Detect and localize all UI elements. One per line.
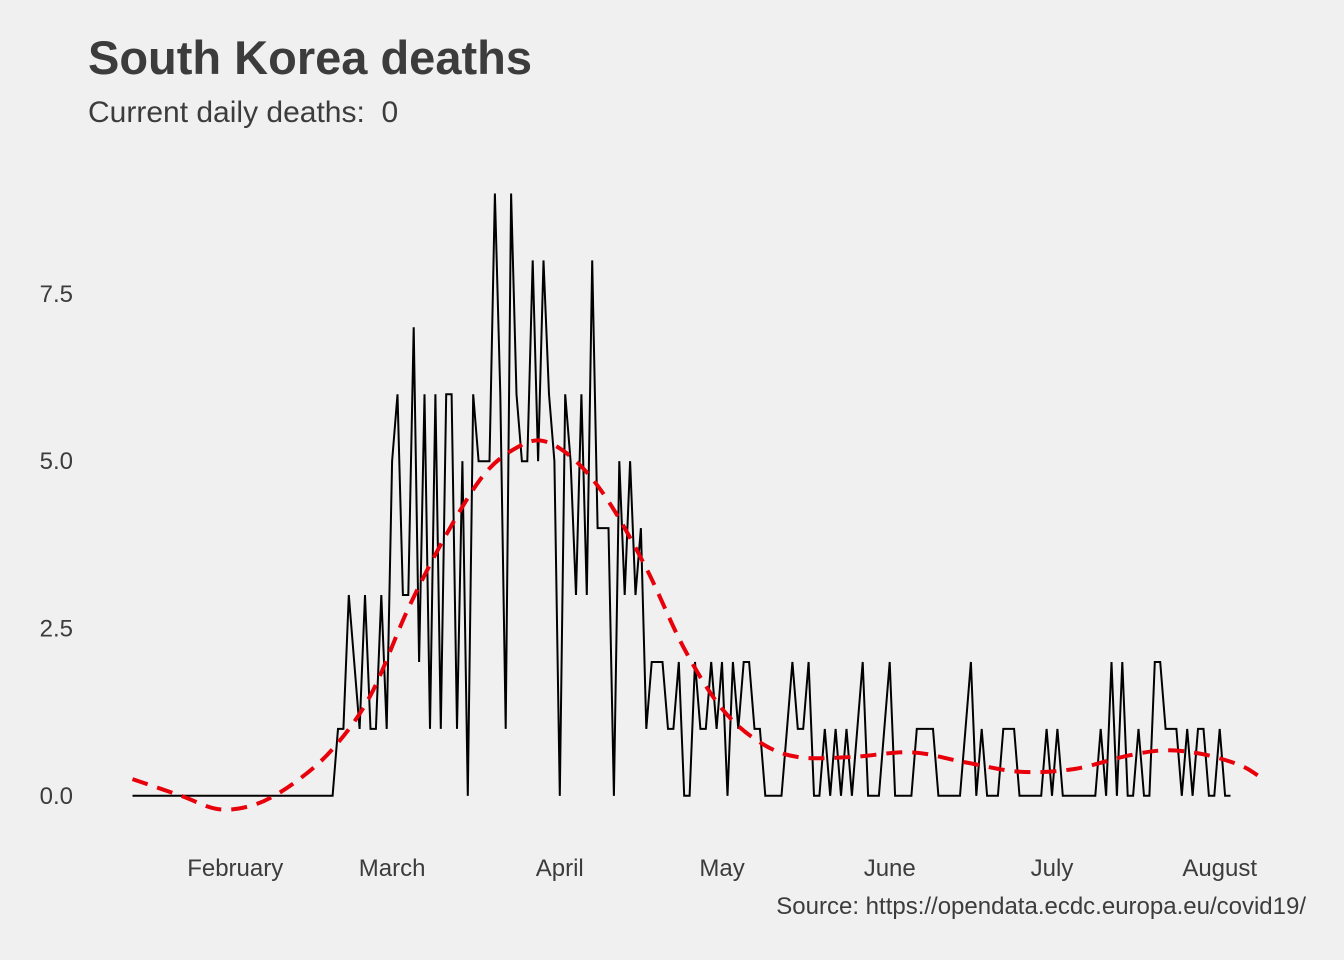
y-tick-label: 7.5 (40, 281, 73, 308)
chart-caption: Source: https://opendata.ecdc.europa.eu/… (776, 893, 1306, 920)
trend-line-smoothed (131, 438, 1265, 812)
x-tick-label: August (1182, 855, 1257, 882)
x-tick-label: July (1031, 855, 1074, 882)
chart-title: South Korea deaths (88, 31, 532, 84)
x-tick-label: February (187, 855, 283, 882)
chart-subtitle: Current daily deaths: 0 (88, 96, 399, 129)
x-tick-label: June (864, 855, 916, 882)
y-tick-label: 5.0 (40, 448, 73, 475)
x-tick-label: May (699, 855, 744, 882)
y-tick-label: 0.0 (40, 783, 73, 810)
x-tick-label: April (536, 855, 584, 882)
y-tick-label: 2.5 (40, 616, 73, 643)
series-line-daily-deaths (132, 193, 1231, 797)
x-tick-label: March (359, 855, 426, 882)
